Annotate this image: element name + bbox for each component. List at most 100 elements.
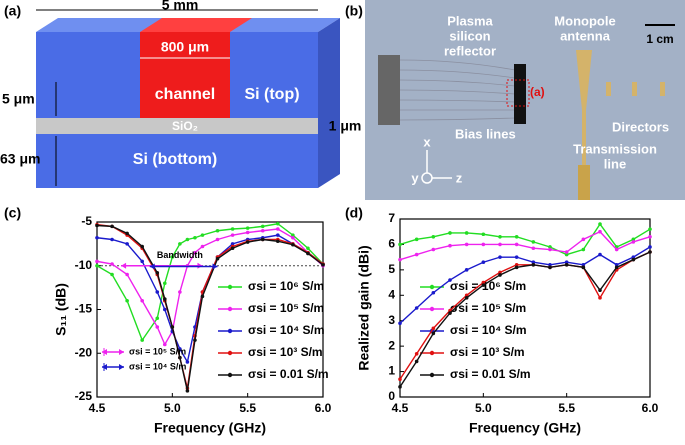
director [606, 82, 611, 96]
data-point [110, 272, 114, 277]
legend-label: σsi = 10⁶ S/m [450, 279, 526, 293]
data-point [163, 281, 167, 286]
connector [378, 55, 400, 125]
data-point [245, 240, 250, 244]
data-point [414, 237, 419, 242]
panel-label: (a) [4, 3, 21, 19]
data-point [564, 252, 569, 257]
data-point [598, 252, 602, 257]
y-tick-label: -15 [75, 302, 93, 316]
data-point [431, 326, 436, 331]
data-point [481, 283, 486, 287]
data-point [564, 260, 569, 265]
inset-legend-label: σsi = 10⁵ S/m [129, 346, 186, 356]
photo-label: silicon [449, 28, 490, 43]
data-point [631, 240, 636, 244]
y-tick-label: -10 [75, 258, 93, 272]
data-point [498, 235, 502, 239]
series-line [96, 234, 324, 364]
legend-label: σsi = 10⁴ S/m [248, 323, 325, 337]
data-point [230, 233, 235, 237]
data-point [110, 237, 114, 242]
legend-label: σsi = 10³ S/m [450, 345, 525, 359]
data-point [414, 306, 419, 310]
x-tick-label: 6.0 [642, 401, 659, 415]
legend-marker [429, 284, 435, 290]
data-point [110, 224, 114, 229]
data-point [230, 242, 235, 246]
data-point [648, 235, 652, 239]
data-point [155, 316, 160, 321]
arrow-head [119, 364, 124, 370]
legend-label: σsi = 10⁵ S/m [450, 301, 526, 315]
legend-label: σsi = 10⁶ S/m [248, 279, 324, 293]
data-point [598, 229, 602, 234]
x-axis-label: Frequency (GHz) [154, 420, 266, 436]
x-tick-label: 4.5 [89, 401, 106, 415]
data-point [464, 296, 469, 300]
data-point [431, 290, 436, 295]
data-point [498, 242, 502, 247]
data-point [140, 259, 144, 264]
diagram-panel: (a) 5 mm 800 μm channel Si (top) SiO₂ 1 … [0, 0, 361, 188]
inset-legend-label: σsi = 10⁴ S/m [129, 361, 186, 371]
data-point [531, 246, 536, 251]
layer-label: channel [155, 86, 215, 103]
legend-marker [429, 350, 435, 356]
data-point [564, 250, 569, 254]
legend-label: σsi = 0.01 S/m [450, 367, 531, 381]
y-tick-label: 5 [388, 262, 395, 276]
series-line [399, 251, 651, 388]
arrow-head [119, 349, 124, 355]
axis-label: y [411, 170, 419, 185]
data-point [95, 235, 99, 240]
data-point [431, 247, 436, 252]
legend-marker [227, 306, 233, 312]
y-tick-label: 0 [388, 389, 395, 403]
data-point [125, 242, 129, 246]
data-point [178, 290, 182, 294]
photo-label: reflector [444, 43, 496, 58]
legend-label: σsi = 10⁵ S/m [248, 301, 324, 315]
y-axis-label: S₁₁ (dB) [53, 283, 69, 336]
data-point [276, 233, 280, 237]
data-point [648, 250, 652, 254]
data-point [95, 223, 99, 228]
data-point [648, 245, 652, 249]
data-point [140, 338, 144, 342]
x-tick-label: 4.5 [392, 401, 409, 415]
data-point [581, 247, 586, 252]
data-point [648, 227, 652, 231]
arrow-head [149, 263, 155, 270]
data-point [431, 235, 436, 239]
data-point [110, 262, 114, 266]
data-point [215, 237, 220, 242]
y-tick-label: 7 [388, 211, 395, 225]
data-point [414, 252, 419, 257]
data-point [614, 262, 619, 267]
layer-label: Si (top) [244, 86, 299, 103]
annotation: Bandwidth [157, 250, 203, 260]
data-point [306, 246, 310, 251]
data-point [95, 263, 99, 268]
photo-label: Monopole [554, 13, 615, 28]
data-point [548, 245, 552, 249]
data-point [448, 231, 452, 235]
data-point [514, 242, 519, 247]
legend-marker [227, 328, 233, 334]
data-point [548, 262, 552, 267]
data-point [464, 242, 469, 247]
series-line [399, 230, 651, 261]
data-point [431, 331, 436, 336]
data-point [193, 235, 197, 240]
layer-label: Si (bottom) [133, 151, 217, 168]
dimension-label: 1 μm [329, 118, 362, 134]
y-tick-label: -25 [75, 389, 93, 403]
legend-marker [429, 372, 435, 378]
data-point [464, 293, 469, 298]
data-point [548, 265, 552, 270]
x-tick-label: 5.0 [475, 401, 492, 415]
data-point [531, 240, 536, 244]
panel-label: (b) [345, 3, 363, 19]
layer-label: SiO₂ [172, 119, 198, 133]
